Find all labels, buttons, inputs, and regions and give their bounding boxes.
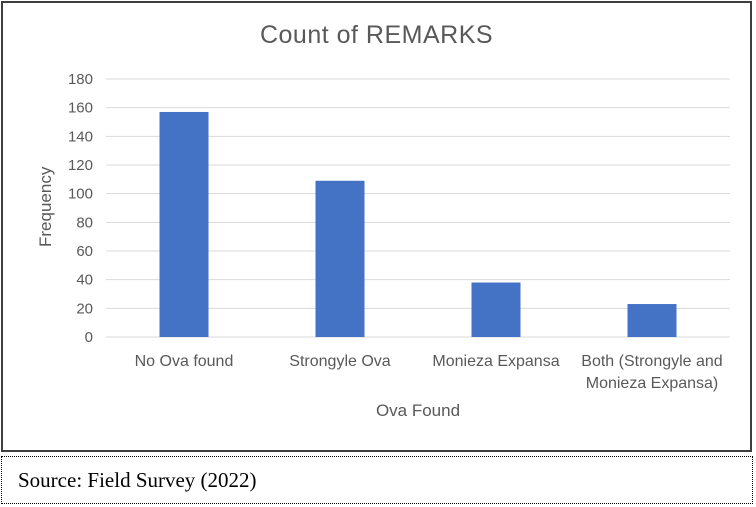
x-category-label: Strongyle Ova <box>289 353 390 370</box>
y-tick-label: 80 <box>76 214 93 231</box>
y-tick-label: 100 <box>68 186 93 203</box>
y-tick-label: 140 <box>68 128 93 145</box>
x-category-label: No Ova found <box>135 353 234 370</box>
bar <box>315 180 365 337</box>
source-note-box: Source: Field Survey (2022) <box>1 456 753 504</box>
chart-title: Count of REMARKS <box>259 21 494 49</box>
y-tick-label: 20 <box>76 300 93 317</box>
bar <box>159 111 209 337</box>
y-tick-label: 0 <box>85 329 93 346</box>
y-tick-label: 180 <box>68 71 93 88</box>
x-category-label: Both (Strongyle and Monieza Expansa) <box>581 353 722 392</box>
x-axis-title: Ova Found <box>375 401 461 420</box>
y-tick-label: 40 <box>76 272 93 289</box>
source-note-text: Source: Field Survey (2022) <box>18 467 257 492</box>
y-tick-label: 160 <box>68 100 93 117</box>
y-tick-label: 60 <box>76 243 93 260</box>
x-category-label: Monieza Expansa <box>432 353 559 370</box>
y-tick-label: 120 <box>68 157 93 174</box>
bar <box>471 282 521 337</box>
bar <box>627 304 677 337</box>
plot-area: 0 20 40 60 80 100 120 140 160 180 No Ova found Stro… <box>68 71 730 392</box>
chart: Count of REMARKS Frequency 0 20 40 60 80 100 1… <box>1 1 752 452</box>
